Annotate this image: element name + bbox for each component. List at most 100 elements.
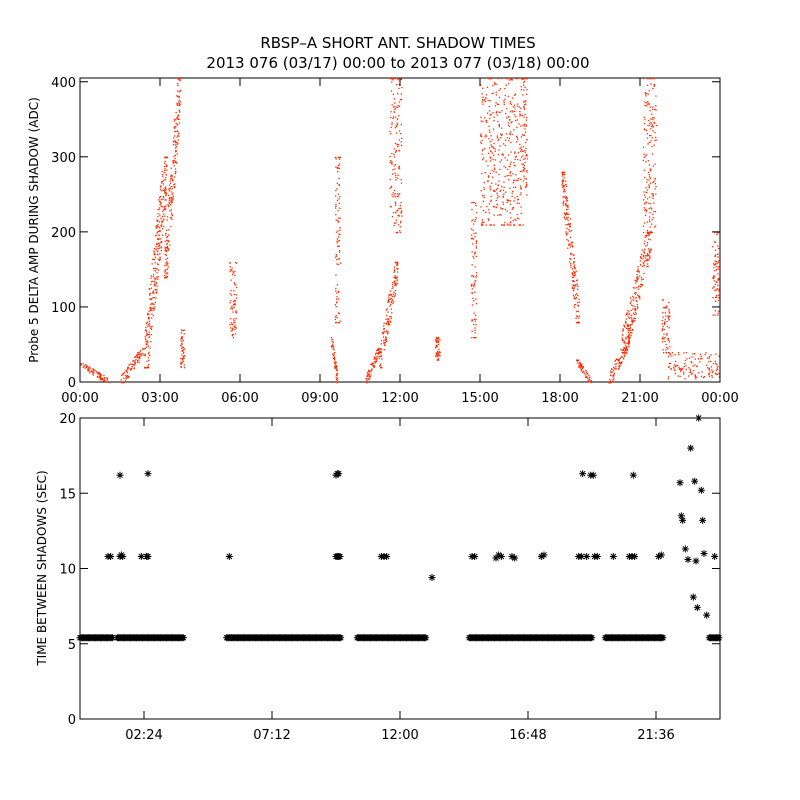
data-point (655, 193, 657, 195)
data-point (386, 320, 389, 323)
data-point (231, 334, 234, 336)
data-point (178, 91, 180, 93)
data-point (483, 209, 485, 212)
data-point (625, 349, 627, 352)
data-point (157, 223, 159, 226)
data-point (708, 372, 710, 375)
data-point (717, 366, 719, 368)
data-point (639, 295, 641, 298)
data-point (566, 223, 569, 226)
data-point (395, 106, 397, 108)
data-point (711, 371, 714, 373)
data-point (566, 213, 569, 215)
data-point (382, 333, 384, 335)
data-point (711, 374, 713, 377)
data-point (391, 295, 393, 297)
data-point (679, 516, 687, 524)
data-point (96, 375, 98, 378)
data-point (386, 330, 388, 332)
data-point (165, 229, 168, 231)
data-point (647, 104, 649, 106)
data-point (520, 149, 523, 151)
data-point (235, 286, 238, 289)
data-point (89, 366, 91, 368)
data-point (168, 184, 171, 186)
data-point (172, 195, 175, 198)
data-point (714, 314, 716, 316)
data-point (150, 287, 152, 289)
data-point (333, 358, 336, 360)
data-point (471, 264, 473, 266)
data-point (375, 352, 378, 354)
data-point (484, 100, 486, 103)
data-point (473, 283, 476, 286)
data-point (515, 119, 517, 122)
data-point (509, 102, 511, 105)
data-point (586, 373, 588, 375)
data-point (437, 341, 440, 343)
data-point (152, 297, 154, 299)
data-point (177, 123, 179, 126)
data-point (368, 369, 370, 371)
data-point (170, 174, 172, 176)
data-point (637, 268, 639, 270)
data-point (500, 159, 503, 161)
data-point (524, 78, 527, 80)
data-point (490, 195, 492, 198)
data-point (651, 113, 653, 115)
data-point (668, 319, 670, 321)
data-point (674, 364, 676, 366)
data-point (624, 344, 627, 346)
data-point (391, 163, 393, 165)
data-point (716, 266, 718, 268)
data-point (394, 275, 396, 277)
data-point (163, 196, 165, 199)
data-point (632, 320, 635, 323)
data-point (436, 338, 438, 340)
data-point (155, 277, 157, 280)
data-point (383, 339, 385, 341)
data-point (629, 313, 631, 315)
data-point (183, 355, 185, 357)
data-point (174, 144, 177, 146)
data-point (509, 171, 512, 173)
data-point (512, 190, 514, 192)
data-point (521, 78, 523, 80)
data-point (395, 179, 397, 181)
data-point (572, 274, 574, 276)
data-point (97, 372, 99, 374)
data-point (642, 231, 645, 234)
data-point (439, 339, 441, 341)
data-point (234, 326, 236, 328)
data-point (234, 302, 236, 304)
data-point (651, 218, 653, 221)
data-point (673, 368, 675, 370)
data-point (230, 269, 232, 271)
data-point (175, 122, 177, 125)
data-point (502, 208, 504, 210)
data-point (654, 211, 657, 213)
data-point (234, 324, 236, 326)
data-point (383, 322, 385, 324)
data-point (174, 118, 176, 121)
data-point (391, 123, 393, 126)
data-point (510, 78, 512, 80)
data-point (585, 375, 587, 377)
data-point (520, 136, 523, 138)
data-point (589, 471, 597, 479)
data-point (515, 174, 517, 176)
data-point (519, 148, 521, 150)
data-point (334, 156, 337, 159)
data-point (178, 135, 180, 137)
data-point (636, 270, 638, 272)
data-point (136, 361, 139, 364)
data-point (652, 194, 654, 196)
data-point (648, 252, 651, 254)
data-point (135, 356, 137, 358)
data-point (513, 179, 516, 182)
data-point (180, 363, 182, 365)
data-point (160, 185, 162, 187)
data-point (498, 180, 500, 182)
data-point (169, 197, 172, 199)
data-point (699, 516, 707, 524)
